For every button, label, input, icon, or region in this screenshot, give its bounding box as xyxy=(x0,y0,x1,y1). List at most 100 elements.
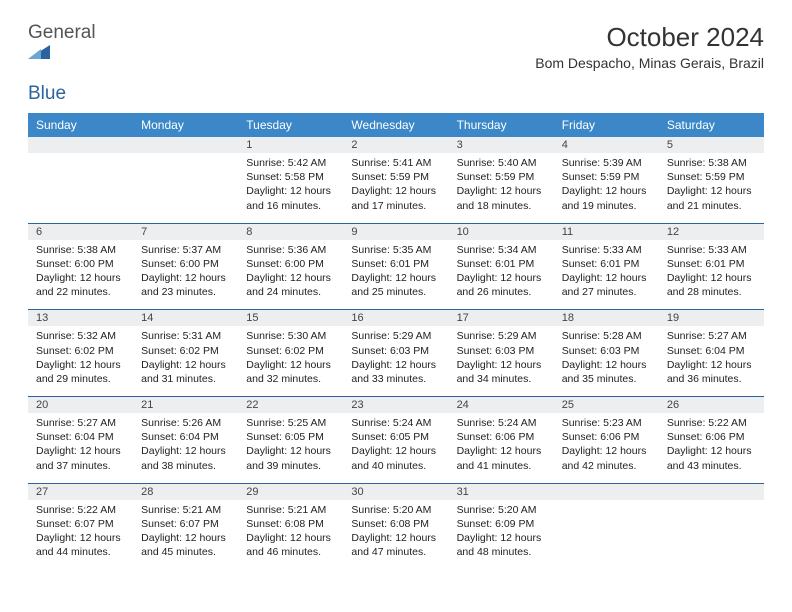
logo-word-a: General xyxy=(28,22,96,43)
sunrise-text: Sunrise: 5:34 AM xyxy=(457,243,546,257)
sunrise-text: Sunrise: 5:25 AM xyxy=(246,416,335,430)
day-cell: Sunrise: 5:20 AMSunset: 6:08 PMDaylight:… xyxy=(343,500,448,570)
daylight-text: Daylight: 12 hours and 27 minutes. xyxy=(562,271,651,299)
day-cell: Sunrise: 5:25 AMSunset: 6:05 PMDaylight:… xyxy=(238,413,343,483)
day-cell xyxy=(554,500,659,570)
weekday-header-row: Sunday Monday Tuesday Wednesday Thursday… xyxy=(28,113,764,137)
daylight-text: Daylight: 12 hours and 35 minutes. xyxy=(562,358,651,386)
location: Bom Despacho, Minas Gerais, Brazil xyxy=(535,55,764,71)
daylight-text: Daylight: 12 hours and 45 minutes. xyxy=(141,531,230,559)
day-cell: Sunrise: 5:24 AMSunset: 6:05 PMDaylight:… xyxy=(343,413,448,483)
day-body-row: Sunrise: 5:38 AMSunset: 6:00 PMDaylight:… xyxy=(28,240,764,310)
sunrise-text: Sunrise: 5:30 AM xyxy=(246,329,335,343)
sunrise-text: Sunrise: 5:35 AM xyxy=(351,243,440,257)
sunset-text: Sunset: 6:04 PM xyxy=(141,430,230,444)
day-cell: Sunrise: 5:35 AMSunset: 6:01 PMDaylight:… xyxy=(343,240,448,310)
day-cell: Sunrise: 5:34 AMSunset: 6:01 PMDaylight:… xyxy=(449,240,554,310)
col-tuesday: Tuesday xyxy=(238,113,343,137)
day-number: 18 xyxy=(554,310,659,327)
daylight-text: Daylight: 12 hours and 21 minutes. xyxy=(667,184,756,212)
sunset-text: Sunset: 6:06 PM xyxy=(562,430,651,444)
daylight-text: Daylight: 12 hours and 32 minutes. xyxy=(246,358,335,386)
day-cell: Sunrise: 5:32 AMSunset: 6:02 PMDaylight:… xyxy=(28,326,133,396)
daylight-text: Daylight: 12 hours and 37 minutes. xyxy=(36,444,125,472)
daynum-row: 6789101112 xyxy=(28,223,764,240)
day-cell: Sunrise: 5:31 AMSunset: 6:02 PMDaylight:… xyxy=(133,326,238,396)
sunrise-text: Sunrise: 5:22 AM xyxy=(667,416,756,430)
sunset-text: Sunset: 6:03 PM xyxy=(351,344,440,358)
sunset-text: Sunset: 6:01 PM xyxy=(351,257,440,271)
day-number: 29 xyxy=(238,483,343,500)
daylight-text: Daylight: 12 hours and 16 minutes. xyxy=(246,184,335,212)
day-cell: Sunrise: 5:33 AMSunset: 6:01 PMDaylight:… xyxy=(659,240,764,310)
day-number: 6 xyxy=(28,223,133,240)
day-cell: Sunrise: 5:24 AMSunset: 6:06 PMDaylight:… xyxy=(449,413,554,483)
sunset-text: Sunset: 6:03 PM xyxy=(457,344,546,358)
sunrise-text: Sunrise: 5:37 AM xyxy=(141,243,230,257)
day-number: 25 xyxy=(554,397,659,414)
day-cell: Sunrise: 5:41 AMSunset: 5:59 PMDaylight:… xyxy=(343,153,448,223)
sunrise-text: Sunrise: 5:33 AM xyxy=(562,243,651,257)
sunset-text: Sunset: 6:06 PM xyxy=(667,430,756,444)
logo-text: General Blue xyxy=(28,22,96,105)
day-number: 13 xyxy=(28,310,133,327)
daylight-text: Daylight: 12 hours and 48 minutes. xyxy=(457,531,546,559)
daynum-row: 20212223242526 xyxy=(28,397,764,414)
sunrise-text: Sunrise: 5:41 AM xyxy=(351,156,440,170)
day-cell: Sunrise: 5:29 AMSunset: 6:03 PMDaylight:… xyxy=(449,326,554,396)
day-number: 9 xyxy=(343,223,448,240)
daylight-text: Daylight: 12 hours and 29 minutes. xyxy=(36,358,125,386)
sunrise-text: Sunrise: 5:24 AM xyxy=(351,416,440,430)
sunset-text: Sunset: 6:09 PM xyxy=(457,517,546,531)
sunset-text: Sunset: 6:02 PM xyxy=(36,344,125,358)
day-cell: Sunrise: 5:42 AMSunset: 5:58 PMDaylight:… xyxy=(238,153,343,223)
day-number: 14 xyxy=(133,310,238,327)
day-cell: Sunrise: 5:26 AMSunset: 6:04 PMDaylight:… xyxy=(133,413,238,483)
sunset-text: Sunset: 6:07 PM xyxy=(36,517,125,531)
daylight-text: Daylight: 12 hours and 46 minutes. xyxy=(246,531,335,559)
daylight-text: Daylight: 12 hours and 22 minutes. xyxy=(36,271,125,299)
sunrise-text: Sunrise: 5:21 AM xyxy=(141,503,230,517)
day-body-row: Sunrise: 5:22 AMSunset: 6:07 PMDaylight:… xyxy=(28,500,764,570)
sunrise-text: Sunrise: 5:29 AM xyxy=(457,329,546,343)
sunrise-text: Sunrise: 5:33 AM xyxy=(667,243,756,257)
sunset-text: Sunset: 6:00 PM xyxy=(141,257,230,271)
day-number: 15 xyxy=(238,310,343,327)
day-cell: Sunrise: 5:38 AMSunset: 6:00 PMDaylight:… xyxy=(28,240,133,310)
sunrise-text: Sunrise: 5:36 AM xyxy=(246,243,335,257)
day-number: 24 xyxy=(449,397,554,414)
header: General Blue October 2024 Bom Despacho, … xyxy=(28,22,764,105)
sunset-text: Sunset: 6:03 PM xyxy=(562,344,651,358)
daylight-text: Daylight: 12 hours and 43 minutes. xyxy=(667,444,756,472)
daylight-text: Daylight: 12 hours and 42 minutes. xyxy=(562,444,651,472)
daylight-text: Daylight: 12 hours and 40 minutes. xyxy=(351,444,440,472)
sunrise-text: Sunrise: 5:24 AM xyxy=(457,416,546,430)
day-number: 5 xyxy=(659,137,764,153)
logo-sail-icon xyxy=(28,44,96,61)
daylight-text: Daylight: 12 hours and 28 minutes. xyxy=(667,271,756,299)
sunset-text: Sunset: 6:02 PM xyxy=(141,344,230,358)
sunset-text: Sunset: 6:04 PM xyxy=(667,344,756,358)
day-number: 1 xyxy=(238,137,343,153)
sunrise-text: Sunrise: 5:21 AM xyxy=(246,503,335,517)
col-thursday: Thursday xyxy=(449,113,554,137)
sunrise-text: Sunrise: 5:40 AM xyxy=(457,156,546,170)
sunset-text: Sunset: 6:01 PM xyxy=(562,257,651,271)
day-cell xyxy=(28,153,133,223)
sunrise-text: Sunrise: 5:31 AM xyxy=(141,329,230,343)
sunrise-text: Sunrise: 5:38 AM xyxy=(667,156,756,170)
day-number xyxy=(133,137,238,153)
sunset-text: Sunset: 5:59 PM xyxy=(351,170,440,184)
sunset-text: Sunset: 6:08 PM xyxy=(351,517,440,531)
sunrise-text: Sunrise: 5:42 AM xyxy=(246,156,335,170)
sunset-text: Sunset: 6:02 PM xyxy=(246,344,335,358)
daylight-text: Daylight: 12 hours and 39 minutes. xyxy=(246,444,335,472)
day-cell: Sunrise: 5:21 AMSunset: 6:08 PMDaylight:… xyxy=(238,500,343,570)
sunset-text: Sunset: 6:01 PM xyxy=(667,257,756,271)
daynum-row: 12345 xyxy=(28,137,764,153)
daylight-text: Daylight: 12 hours and 26 minutes. xyxy=(457,271,546,299)
day-cell: Sunrise: 5:27 AMSunset: 6:04 PMDaylight:… xyxy=(28,413,133,483)
logo-word-b: Blue xyxy=(28,83,66,104)
day-cell: Sunrise: 5:23 AMSunset: 6:06 PMDaylight:… xyxy=(554,413,659,483)
sunrise-text: Sunrise: 5:32 AM xyxy=(36,329,125,343)
